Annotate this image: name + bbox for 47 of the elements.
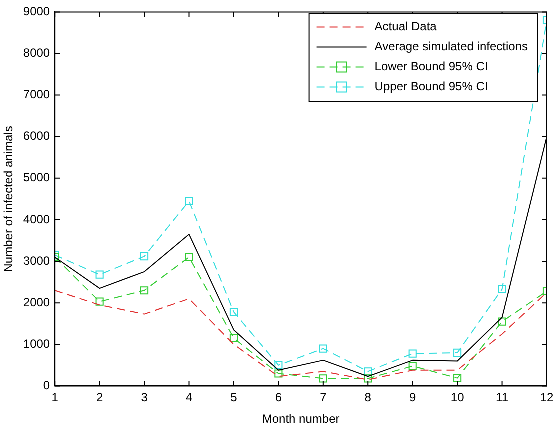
x-tick-label: 6 (275, 390, 282, 405)
point (185, 253, 194, 262)
point (230, 334, 238, 342)
point (319, 374, 328, 383)
legend-label: Lower Bound 95% CI (374, 60, 488, 74)
point (274, 361, 283, 370)
x-tick-label: 8 (364, 390, 372, 405)
y-tick-label: 9000 (23, 4, 50, 19)
x-tick-label: 12 (540, 390, 554, 405)
y-tick-label: 5000 (23, 170, 50, 185)
y-tick-label: 1000 (23, 336, 50, 351)
y-tick-label: 7000 (23, 88, 50, 102)
point (454, 348, 462, 357)
legend-label: Actual Data (374, 20, 438, 34)
point (96, 298, 104, 306)
x-tick-label: 2 (96, 390, 104, 405)
point (140, 252, 149, 261)
x-tick-label: 10 (450, 390, 465, 405)
y-tick-label: 6000 (23, 129, 50, 144)
y-tick-label: 0 (43, 378, 50, 393)
point (319, 344, 328, 353)
point (274, 370, 283, 378)
point (498, 318, 506, 326)
x-tick-label: 5 (230, 390, 238, 405)
point (185, 197, 194, 206)
x-tick-label: 1 (52, 390, 59, 405)
y-tick-label: 2000 (23, 295, 50, 310)
point (454, 374, 462, 382)
x-tick-label: 11 (496, 390, 509, 405)
point (140, 286, 149, 295)
point (408, 362, 417, 370)
y-tick-label: 3000 (23, 254, 50, 268)
x-tick-label: 9 (410, 390, 416, 405)
point (498, 285, 506, 294)
x-tick-label: 7 (320, 390, 328, 405)
x-tick-label: 4 (186, 390, 193, 405)
point (408, 350, 417, 358)
point (364, 374, 372, 383)
y-tick-label: 4000 (23, 212, 50, 226)
point (96, 270, 104, 279)
y-axis-title: Number of infected animals (2, 126, 16, 272)
legend-label: Average simulated infections (374, 40, 528, 54)
point (230, 308, 238, 316)
y-tick-label: 8000 (23, 46, 50, 60)
x-tick-label: 3 (141, 390, 148, 405)
legend-label: Upper Bound 95% CI (374, 80, 488, 94)
x-axis-title: Month number (262, 412, 340, 426)
